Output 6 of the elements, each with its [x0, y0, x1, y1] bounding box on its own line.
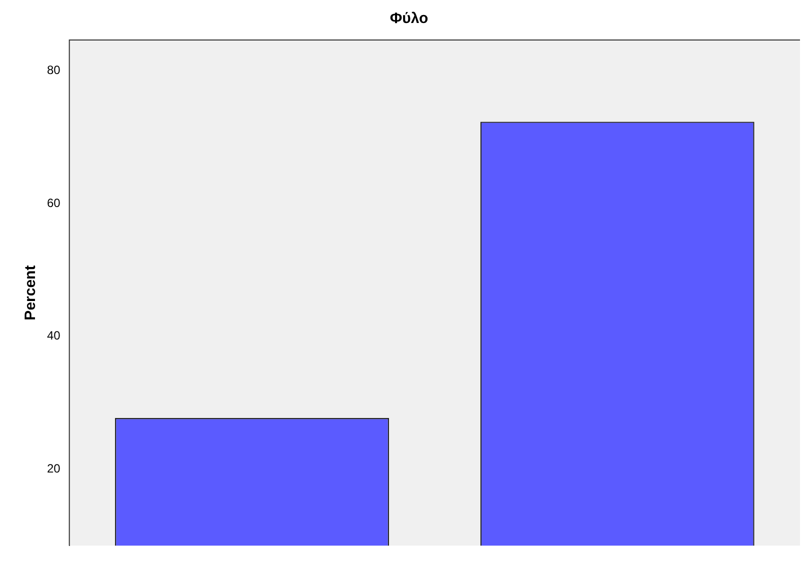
y-tick-label: 20 — [46, 462, 61, 476]
y-tick-label: 80 — [46, 62, 61, 77]
y-tick-label: 40 — [46, 328, 61, 343]
y-axis-title: Percent — [22, 265, 40, 320]
chart-title: Φύλο — [390, 10, 428, 28]
y-tick-label: 60 — [46, 196, 61, 210]
